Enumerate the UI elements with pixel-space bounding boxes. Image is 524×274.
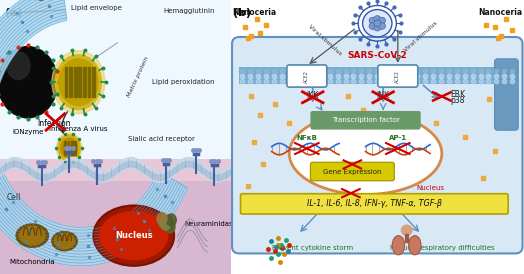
Text: Reduce respiratory difficulties: Reduce respiratory difficulties <box>389 245 494 251</box>
Text: Lipid envelope: Lipid envelope <box>7 5 122 13</box>
Bar <box>79 67 81 97</box>
Circle shape <box>61 138 78 158</box>
Text: Gene Expression: Gene Expression <box>323 169 381 175</box>
Text: Lipid peroxidation: Lipid peroxidation <box>152 79 214 85</box>
FancyBboxPatch shape <box>232 37 522 253</box>
Text: Hemagglutinin: Hemagglutinin <box>163 8 215 14</box>
Text: Sialic acid receptor: Sialic acid receptor <box>128 136 195 142</box>
Text: p38: p38 <box>451 96 465 104</box>
Bar <box>83 67 86 97</box>
Ellipse shape <box>392 236 405 255</box>
Circle shape <box>374 24 381 31</box>
Text: Viral stimulus: Viral stimulus <box>307 24 342 56</box>
Ellipse shape <box>93 206 174 266</box>
Text: Transcription factor: Transcription factor <box>332 117 399 123</box>
Circle shape <box>157 213 167 225</box>
Text: Nucleus: Nucleus <box>115 231 152 240</box>
Bar <box>74 141 77 155</box>
Circle shape <box>363 10 391 36</box>
Circle shape <box>369 17 376 24</box>
Text: JNK: JNK <box>377 91 390 100</box>
Text: Infection: Infection <box>37 119 70 128</box>
Text: IL-1, IL-6, IL-8, IFN-γ, TNF-α, TGF-β: IL-1, IL-6, IL-8, IFN-γ, TNF-α, TGF-β <box>307 199 442 208</box>
Text: Prevent cytokine storm: Prevent cytokine storm <box>272 245 353 251</box>
Circle shape <box>56 55 102 110</box>
FancyBboxPatch shape <box>0 0 231 170</box>
Text: (a): (a) <box>5 8 23 18</box>
Circle shape <box>166 214 176 226</box>
Text: Matrix protein: Matrix protein <box>127 56 150 98</box>
Text: Cell: Cell <box>7 193 21 202</box>
Circle shape <box>57 133 82 163</box>
Bar <box>68 141 69 155</box>
Bar <box>69 67 72 97</box>
Bar <box>64 67 67 97</box>
Bar <box>88 67 90 97</box>
Bar <box>92 67 95 97</box>
Text: Neuraminidase: Neuraminidase <box>184 221 237 227</box>
Circle shape <box>58 135 80 161</box>
Text: AP-1: AP-1 <box>389 135 407 141</box>
FancyBboxPatch shape <box>378 65 418 87</box>
Bar <box>0 181 231 274</box>
Circle shape <box>0 47 58 118</box>
Text: (b): (b) <box>234 8 252 18</box>
Text: Influenza A virus: Influenza A virus <box>49 126 107 132</box>
Text: IKK: IKK <box>307 91 319 100</box>
Text: Nanoceria: Nanoceria <box>478 8 522 17</box>
Bar <box>405 234 408 242</box>
Ellipse shape <box>52 232 77 251</box>
Circle shape <box>378 23 386 29</box>
Circle shape <box>7 52 30 79</box>
Ellipse shape <box>289 112 442 195</box>
FancyBboxPatch shape <box>287 65 327 87</box>
Text: ERK: ERK <box>451 90 466 99</box>
Bar <box>74 67 77 97</box>
Circle shape <box>374 16 381 22</box>
Text: Viral stimulus: Viral stimulus <box>403 21 439 53</box>
Circle shape <box>165 221 175 233</box>
Bar <box>0 159 231 274</box>
Circle shape <box>374 20 381 27</box>
Text: SARS-CoV-2: SARS-CoV-2 <box>347 51 407 60</box>
Text: Mitochondria: Mitochondria <box>9 259 55 265</box>
Circle shape <box>369 23 376 29</box>
Text: IONzyme: IONzyme <box>12 129 43 135</box>
Circle shape <box>59 59 98 105</box>
Ellipse shape <box>19 226 45 245</box>
FancyBboxPatch shape <box>310 162 394 181</box>
FancyBboxPatch shape <box>495 59 518 130</box>
Circle shape <box>163 215 173 227</box>
FancyBboxPatch shape <box>310 111 421 130</box>
Text: ACE2: ACE2 <box>395 70 400 82</box>
Circle shape <box>36 0 47 1</box>
FancyBboxPatch shape <box>241 194 508 214</box>
Text: ACE2: ACE2 <box>304 70 309 82</box>
Circle shape <box>52 51 105 114</box>
Circle shape <box>378 17 386 24</box>
Ellipse shape <box>99 211 168 260</box>
Circle shape <box>158 215 168 227</box>
Text: NFκB: NFκB <box>297 135 318 141</box>
Bar <box>64 141 66 155</box>
Ellipse shape <box>409 236 421 255</box>
Text: Nucleus: Nucleus <box>416 185 444 191</box>
Circle shape <box>160 218 170 230</box>
Polygon shape <box>0 0 188 266</box>
Circle shape <box>401 225 412 235</box>
Ellipse shape <box>54 233 75 249</box>
Text: Nanoceria: Nanoceria <box>232 8 276 17</box>
Bar <box>71 141 73 155</box>
Bar <box>239 67 515 84</box>
Ellipse shape <box>16 224 48 247</box>
